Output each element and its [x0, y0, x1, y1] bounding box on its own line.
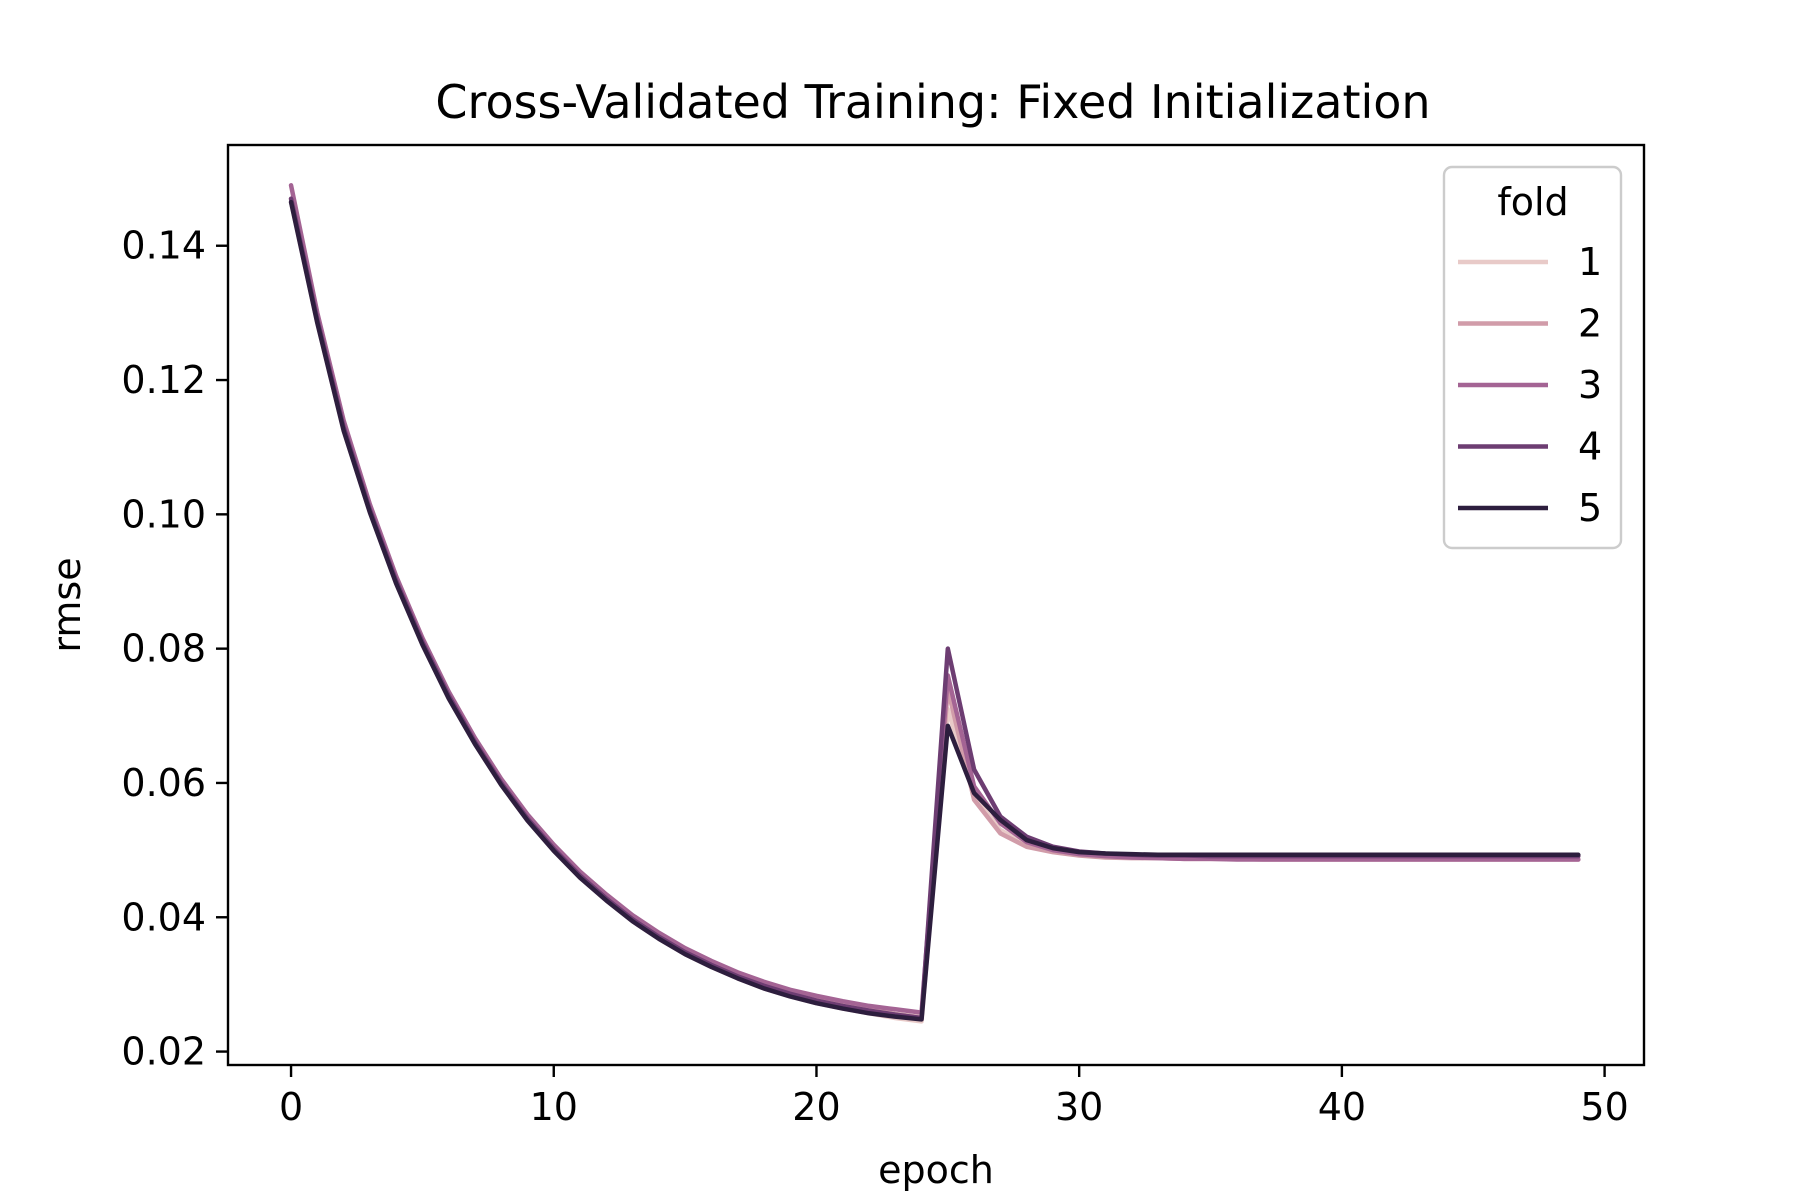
- legend-label-fold-5: 5: [1578, 486, 1602, 530]
- legend-label-fold-3: 3: [1578, 363, 1602, 407]
- x-axis: 0 10 20 30 40 50: [279, 1065, 1629, 1129]
- y-tick-label: 0.04: [121, 895, 206, 939]
- legend: fold 1 2 3 4 5: [1442, 165, 1623, 550]
- y-tick-label: 0.06: [121, 761, 206, 805]
- legend-label-fold-2: 2: [1578, 302, 1602, 346]
- plot-frame: [226, 143, 1646, 1067]
- y-tick-label: 0.02: [121, 1030, 206, 1074]
- plot-area: [288, 183, 1581, 1024]
- y-tick-label: 0.12: [121, 358, 206, 402]
- x-tick-label: 20: [792, 1085, 840, 1129]
- x-axis-label: epoch: [878, 1148, 994, 1192]
- y-tick-label: 0.08: [121, 627, 206, 671]
- legend-label-fold-4: 4: [1578, 425, 1602, 469]
- y-tick-label: 0.10: [121, 492, 206, 536]
- y-axis: 0.02 0.04 0.06 0.08 0.10 0.12 0.14: [121, 224, 228, 1074]
- y-axis-label: rmse: [45, 557, 89, 652]
- x-tick-label: 0: [279, 1085, 303, 1129]
- x-tick-label: 30: [1055, 1085, 1103, 1129]
- y-tick-label: 0.14: [121, 224, 206, 268]
- legend-title: fold: [1497, 180, 1568, 224]
- x-tick-label: 10: [530, 1085, 578, 1129]
- series-line-fold-5: [288, 199, 1581, 1022]
- legend-label-fold-1: 1: [1578, 240, 1602, 284]
- x-tick-label: 40: [1318, 1085, 1366, 1129]
- x-tick-label: 50: [1580, 1085, 1628, 1129]
- chart-title: Cross-Validated Training: Fixed Initiali…: [435, 75, 1430, 129]
